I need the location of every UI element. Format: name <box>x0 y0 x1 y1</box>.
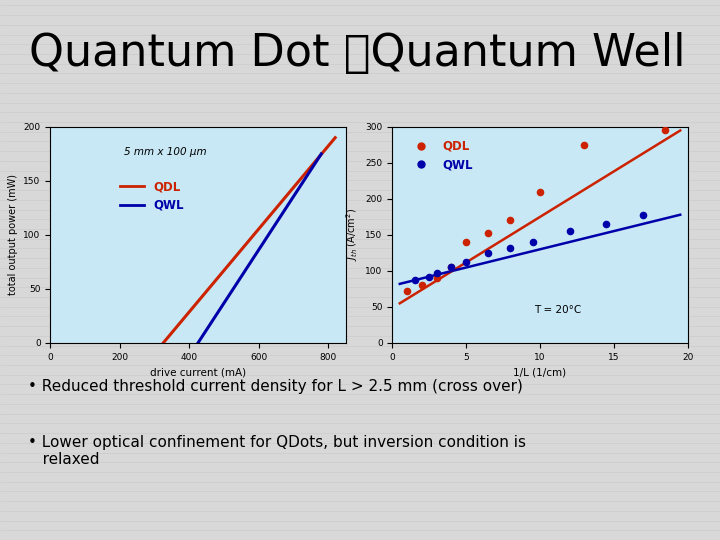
Point <box>446 263 457 272</box>
Text: • Reduced threshold current density for L > 2.5 mm (cross over): • Reduced threshold current density for … <box>28 379 523 394</box>
Point <box>638 211 649 219</box>
Text: • Lower optical confinement for QDots, but inversion condition is
   relaxed: • Lower optical confinement for QDots, b… <box>28 435 526 468</box>
Point <box>461 238 472 246</box>
Point <box>660 126 671 135</box>
Point <box>409 275 420 284</box>
Point <box>446 263 457 272</box>
Point <box>431 274 443 282</box>
Point <box>482 248 494 257</box>
Point <box>564 227 575 235</box>
Point <box>527 238 539 246</box>
Point <box>600 220 612 228</box>
Point <box>579 140 590 149</box>
Legend: QDL, QWL: QDL, QWL <box>404 135 477 176</box>
Point <box>534 187 546 196</box>
Point <box>482 229 494 238</box>
Text: Quantum Dot 與Quantum Well: Quantum Dot 與Quantum Well <box>29 32 685 76</box>
Y-axis label: total output power (mW): total output power (mW) <box>8 174 18 295</box>
Point <box>505 216 516 225</box>
Point <box>416 281 428 289</box>
Point <box>431 269 443 278</box>
Y-axis label: $J_{th}$ (A/cm$^2$): $J_{th}$ (A/cm$^2$) <box>344 208 360 261</box>
Point <box>505 244 516 252</box>
Point <box>423 272 435 281</box>
Text: T = 20°C: T = 20°C <box>534 305 581 315</box>
Text: 5 mm x 100 μm: 5 mm x 100 μm <box>124 147 207 157</box>
X-axis label: 1/L (1/cm): 1/L (1/cm) <box>513 367 567 377</box>
Legend: QDL, QWL: QDL, QWL <box>115 176 189 217</box>
X-axis label: drive current (mA): drive current (mA) <box>150 367 246 377</box>
Point <box>461 258 472 267</box>
Point <box>402 287 413 295</box>
